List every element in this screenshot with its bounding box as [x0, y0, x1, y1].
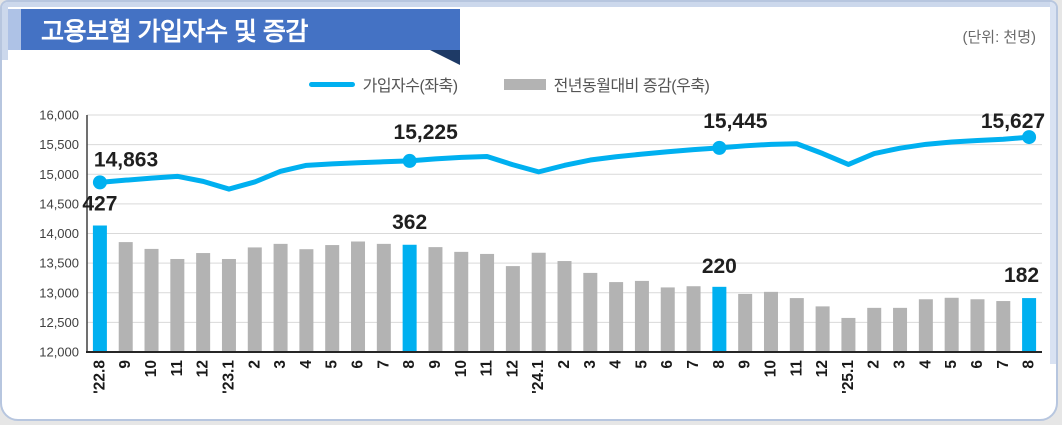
svg-text:10: 10: [762, 360, 779, 377]
svg-text:3: 3: [582, 360, 599, 369]
unit-label: (단위: 천명): [962, 29, 1036, 46]
svg-text:3: 3: [272, 360, 289, 369]
svg-text:6: 6: [659, 360, 676, 369]
svg-text:12,000: 12,000: [39, 345, 79, 360]
svg-text:220: 220: [702, 255, 737, 278]
banner-fold-icon: [430, 50, 460, 65]
svg-text:13,500: 13,500: [39, 256, 79, 271]
svg-text:182: 182: [1004, 264, 1039, 287]
svg-text:4: 4: [917, 360, 934, 369]
svg-text:8: 8: [1021, 360, 1038, 369]
svg-text:9: 9: [117, 360, 134, 369]
svg-text:4: 4: [608, 360, 625, 369]
svg-text:10: 10: [143, 360, 160, 377]
svg-text:12: 12: [504, 360, 521, 377]
svg-text:2: 2: [246, 360, 263, 369]
svg-text:362: 362: [392, 211, 427, 234]
svg-text:5: 5: [324, 360, 341, 369]
svg-text:'24.1: '24.1: [530, 360, 547, 394]
svg-text:6: 6: [969, 360, 986, 369]
svg-text:15,500: 15,500: [39, 137, 79, 152]
svg-text:2: 2: [556, 360, 573, 369]
svg-text:15,627: 15,627: [981, 110, 1045, 133]
legend-item-bar: 전년동월대비 증감(우축): [503, 72, 710, 96]
svg-text:11: 11: [479, 360, 496, 377]
line-series-marker-icon: [308, 81, 355, 87]
svg-text:'22.8: '22.8: [91, 360, 108, 394]
svg-text:11: 11: [788, 360, 805, 377]
card-left-strip: [2, 2, 8, 60]
svg-text:12: 12: [814, 360, 831, 377]
svg-text:15,000: 15,000: [39, 167, 79, 182]
svg-text:'23.1: '23.1: [220, 360, 237, 394]
svg-text:15,445: 15,445: [703, 110, 768, 133]
banner-accent-bar: [8, 9, 21, 50]
svg-text:3: 3: [892, 360, 909, 369]
svg-text:13,000: 13,000: [39, 285, 79, 300]
svg-text:9: 9: [737, 360, 754, 369]
svg-text:14,863: 14,863: [94, 148, 158, 171]
svg-text:14,000: 14,000: [39, 226, 79, 241]
svg-text:2: 2: [866, 360, 883, 369]
svg-text:5: 5: [633, 360, 650, 369]
card-top-strip: [2, 2, 1056, 7]
legend-item-line: 가입자수(좌축): [308, 72, 458, 96]
svg-text:5: 5: [943, 360, 960, 369]
svg-text:7: 7: [685, 360, 702, 369]
legend-bar-label: 전년동월대비 증감(우축): [553, 78, 710, 95]
svg-text:10: 10: [453, 360, 470, 377]
svg-text:'25.1: '25.1: [840, 360, 857, 394]
bar-series-marker-icon: [503, 78, 546, 90]
svg-text:6: 6: [350, 360, 367, 369]
svg-text:7: 7: [995, 360, 1012, 369]
svg-text:8: 8: [711, 360, 728, 369]
svg-text:14,500: 14,500: [39, 196, 79, 211]
card-right-strip: [1050, 2, 1056, 364]
svg-text:4: 4: [298, 360, 315, 369]
svg-text:427: 427: [82, 193, 117, 216]
svg-text:12,500: 12,500: [39, 315, 79, 330]
title-banner: 고용보험 가입자수 및 증감: [8, 9, 460, 65]
svg-text:9: 9: [427, 360, 444, 369]
svg-text:16,000: 16,000: [39, 108, 79, 123]
svg-text:11: 11: [169, 360, 186, 377]
svg-text:12: 12: [195, 360, 212, 377]
chart-legend: 가입자수(좌축) 전년동월대비 증감(우축): [2, 72, 1056, 96]
legend-line-label: 가입자수(좌축): [362, 78, 458, 95]
svg-text:7: 7: [375, 360, 392, 369]
svg-text:8: 8: [401, 360, 418, 369]
page-title: 고용보험 가입자수 및 증감: [41, 17, 308, 46]
svg-text:15,225: 15,225: [394, 121, 459, 144]
